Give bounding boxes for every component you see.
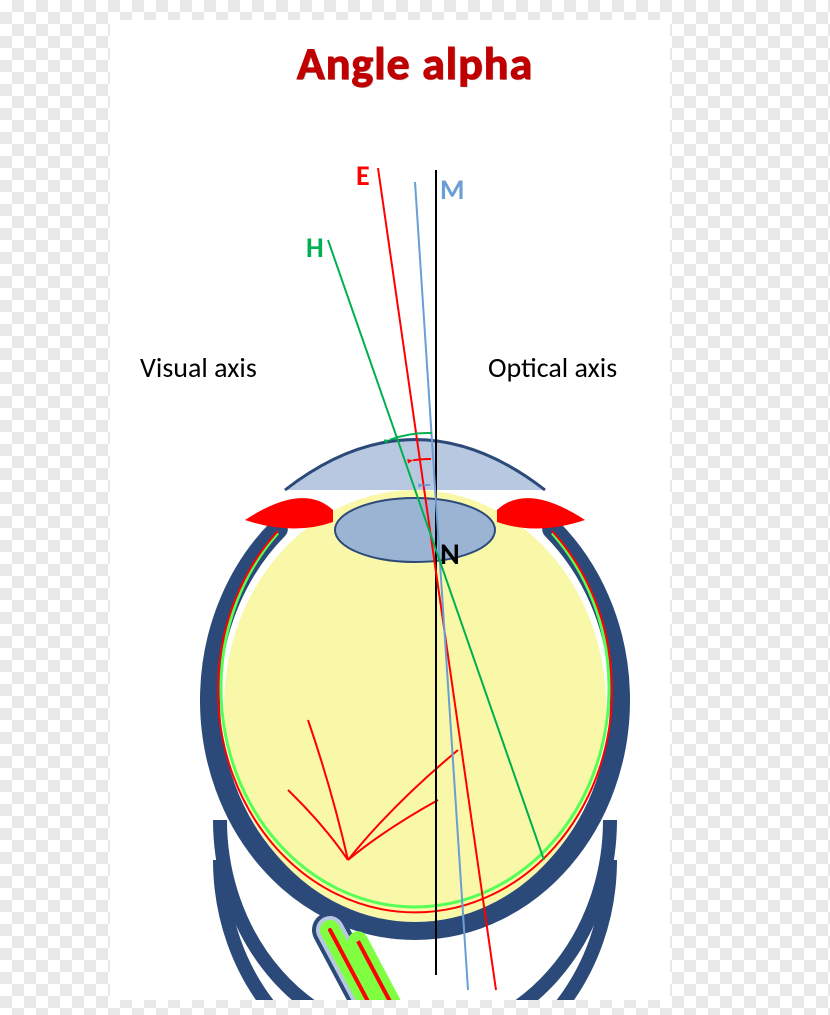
eye	[210, 440, 620, 1015]
label-visual-axis: Visual axis	[140, 350, 257, 385]
label-e: E	[356, 158, 370, 193]
label-optical-axis: Optical axis	[488, 350, 617, 385]
label-n: N	[440, 536, 460, 573]
diagram-title: Angle alpha	[297, 36, 533, 92]
label-h: H	[306, 230, 324, 265]
diagram-svg	[0, 0, 830, 1015]
label-m: M	[440, 172, 464, 207]
